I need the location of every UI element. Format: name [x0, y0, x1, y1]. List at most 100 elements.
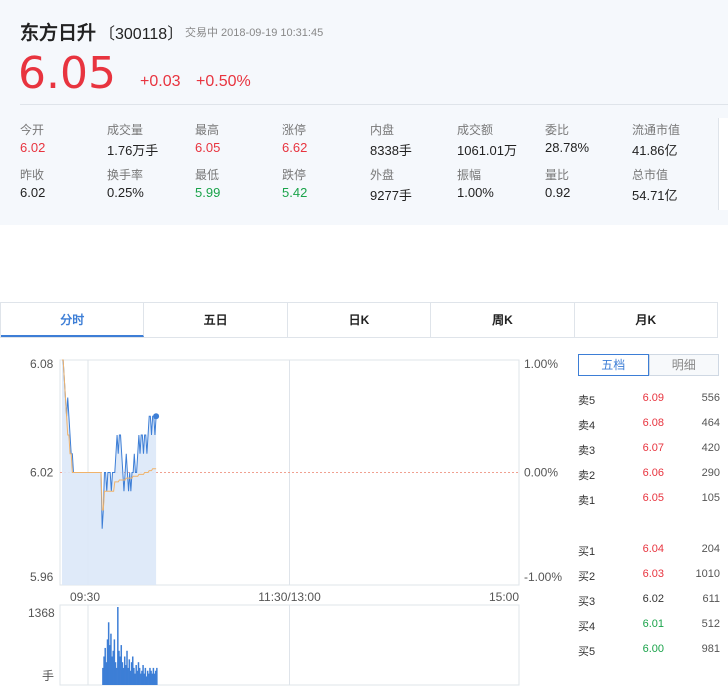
order-book-row: 买3 6.02 611 — [578, 593, 720, 611]
volume-bar — [136, 670, 139, 685]
volume-max-label: 1368 — [28, 606, 55, 620]
avg-line — [62, 359, 157, 511]
tab-3[interactable]: 周K — [431, 303, 575, 337]
order-book-row: 买5 6.00 981 — [578, 643, 720, 661]
order-price: 6.08 — [642, 417, 664, 429]
chart-tab-bar: 分时 五日 日K 周K 月K — [0, 302, 718, 338]
volume-bar — [154, 670, 157, 685]
y-tick-right: -1.00% — [524, 570, 562, 584]
price-change-pct: +0.50% — [196, 73, 251, 90]
tab-1[interactable]: 五日 — [144, 303, 288, 337]
volume-bar — [151, 673, 154, 685]
volume-bar — [121, 662, 124, 685]
volume-bar — [153, 673, 156, 685]
order-price: 6.09 — [642, 392, 664, 404]
order-level: 买1 — [578, 546, 596, 558]
price-area — [62, 360, 157, 585]
order-volume: 556 — [701, 392, 720, 404]
volume-bar — [143, 673, 145, 685]
volume-bar — [146, 670, 149, 685]
y-tick-left: 6.08 — [30, 357, 54, 371]
volume-bar — [149, 667, 151, 685]
y-tick-left: 5.96 — [30, 570, 54, 584]
tab-4[interactable]: 月K — [635, 313, 657, 327]
field-label: 内盘 — [370, 123, 395, 137]
volume-bar — [117, 607, 119, 685]
volume-bar — [138, 667, 141, 685]
stock-name: 东方日升 — [20, 23, 97, 44]
tab-0[interactable]: 分时 — [1, 303, 145, 337]
field-label: 委比 — [545, 123, 570, 137]
volume-bar — [113, 639, 116, 685]
field-label: 成交量 — [107, 123, 144, 137]
order-level: 卖1 — [578, 495, 596, 507]
volume-bar — [152, 667, 155, 685]
volume-bar — [112, 650, 114, 685]
y-tick-right: 1.00% — [524, 357, 558, 371]
field-value: 6.02 — [20, 185, 46, 200]
order-book-row: 买4 6.01 512 — [578, 618, 720, 636]
field-value: 1061.01万 — [457, 143, 517, 158]
order-price: 6.04 — [642, 543, 664, 555]
order-price: 6.05 — [642, 492, 664, 504]
x-tick: 09:30 — [70, 590, 100, 604]
field-label: 涨停 — [282, 123, 307, 137]
order-book-row: 卖3 6.07 420 — [578, 442, 720, 460]
field-value: 9277手 — [370, 188, 412, 203]
volume-bar — [106, 639, 109, 685]
volume-bar — [128, 659, 131, 685]
field-label: 昨收 — [20, 168, 45, 182]
volume-bar — [123, 656, 126, 685]
price-change: +0.03 — [140, 73, 181, 90]
price-line — [62, 359, 157, 529]
volume-bar — [145, 676, 148, 685]
field-label: 最高 — [195, 123, 220, 137]
order-book-row: 卖4 6.08 464 — [578, 417, 720, 435]
field-value: 5.42 — [282, 185, 308, 200]
volume-bar — [150, 670, 152, 685]
price-frame — [59, 359, 520, 586]
tab-2[interactable]: 日K — [288, 303, 432, 337]
field-label: 成交额 — [457, 123, 494, 137]
y-tick-right: 0.00% — [524, 466, 558, 480]
order-volume: 204 — [701, 543, 720, 555]
field-label: 振幅 — [457, 168, 482, 182]
field-value: 6.05 — [195, 140, 221, 155]
field-label: 今开 — [20, 123, 45, 137]
order-volume: 512 — [701, 618, 720, 630]
order-volume: 981 — [701, 643, 720, 655]
order-price: 6.01 — [642, 618, 664, 630]
field-label: 换手率 — [107, 168, 144, 182]
current-price: 6.05 — [18, 48, 116, 99]
order-level: 卖5 — [578, 395, 596, 407]
order-level: 卖3 — [578, 445, 596, 457]
volume-bar — [111, 656, 113, 685]
volume-bar — [133, 667, 135, 685]
order-volume: 1010 — [695, 568, 720, 580]
field-value: 6.02 — [20, 140, 46, 155]
field-label: 跌停 — [282, 168, 307, 182]
field-label: 外盘 — [370, 168, 395, 182]
volume-bar — [102, 667, 104, 685]
field-value: 0.25% — [107, 185, 144, 200]
order-volume: 464 — [701, 417, 720, 429]
volume-bar — [110, 633, 112, 685]
last-price-dot — [153, 413, 160, 420]
volume-bar — [122, 667, 125, 685]
field-label: 最低 — [195, 168, 220, 182]
order-volume: 420 — [701, 442, 720, 454]
volume-unit-label: 手 — [42, 669, 54, 683]
volume-bar — [120, 645, 123, 685]
volume-bar — [135, 665, 137, 685]
volume-bar — [105, 662, 108, 685]
trading-status: 交易中 2018-09-19 10:31:45 — [185, 27, 324, 39]
volume-bar — [156, 667, 158, 685]
book-tab-1[interactable]: 明细 — [648, 354, 719, 376]
order-level: 买3 — [578, 596, 596, 608]
volume-frame — [59, 604, 520, 686]
order-price: 6.06 — [642, 467, 664, 479]
order-book-row: 买1 6.04 204 — [578, 543, 720, 561]
book-tab-0[interactable]: 五档 — [578, 354, 649, 376]
volume-bar — [103, 656, 105, 685]
panel-edge — [718, 118, 728, 210]
